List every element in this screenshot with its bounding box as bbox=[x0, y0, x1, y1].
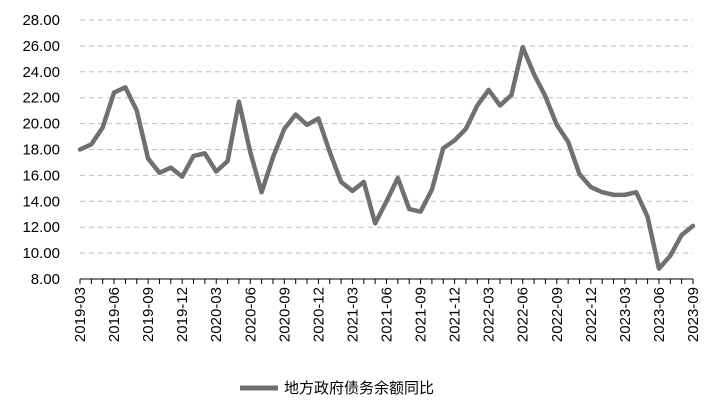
y-tick-label-3: 14.00 bbox=[22, 193, 60, 210]
x-tick-label-2021-12: 2021-12 bbox=[447, 287, 464, 342]
x-tick-label-2023-03: 2023-03 bbox=[617, 287, 634, 342]
x-tick-label-2020-03: 2020-03 bbox=[208, 287, 225, 342]
x-tick-label-2021-09: 2021-09 bbox=[413, 287, 430, 342]
legend-label-0: 地方政府债务余额同比 bbox=[284, 379, 434, 397]
x-axis-tick-labels: 2019-03 2019-06 2019-09 2019-12 2020-03 2020-… bbox=[72, 287, 702, 342]
y-tick-label-5: 18.00 bbox=[22, 142, 60, 159]
y-axis-tick-labels: 8.00 10.00 12.00 14.00 16.00 18.00 20.00 22.00 2… bbox=[22, 12, 60, 288]
y-tick-label-2: 12.00 bbox=[22, 219, 60, 236]
gridlines bbox=[80, 19, 693, 254]
x-tick-label-2023-06: 2023-06 bbox=[651, 287, 668, 342]
x-axis bbox=[79, 278, 694, 284]
x-tick-label-2023-09: 2023-09 bbox=[685, 287, 702, 342]
y-tick-label-0: 8.00 bbox=[31, 271, 60, 288]
x-tick-label-2022-03: 2022-03 bbox=[481, 287, 498, 342]
x-tick-label-2021-06: 2021-06 bbox=[379, 287, 396, 342]
x-tick-label-2021-03: 2021-03 bbox=[344, 287, 361, 342]
x-tick-label-2019-09: 2019-09 bbox=[140, 287, 157, 342]
x-tick-label-2019-06: 2019-06 bbox=[106, 287, 123, 342]
y-tick-label-6: 20.00 bbox=[22, 116, 60, 133]
y-tick-label-7: 22.00 bbox=[22, 90, 60, 107]
y-tick-label-1: 10.00 bbox=[22, 245, 60, 262]
x-tick-label-2022-09: 2022-09 bbox=[549, 287, 566, 342]
y-tick-label-9: 26.00 bbox=[22, 38, 60, 55]
legend: 地方政府债务余额同比 bbox=[240, 379, 434, 397]
series-line-0 bbox=[77, 44, 696, 271]
x-tick-label-2020-09: 2020-09 bbox=[276, 287, 293, 342]
x-tick-label-2020-12: 2020-12 bbox=[310, 287, 327, 342]
x-tick-label-2022-12: 2022-12 bbox=[583, 287, 600, 342]
y-tick-label-10: 28.00 bbox=[22, 12, 60, 29]
y-tick-label-8: 24.00 bbox=[22, 64, 60, 81]
x-tick-label-2022-06: 2022-06 bbox=[515, 287, 532, 342]
series-lines bbox=[77, 44, 696, 271]
x-tick-label-2020-06: 2020-06 bbox=[242, 287, 259, 342]
y-tick-label-4: 16.00 bbox=[22, 167, 60, 184]
x-tick-label-2019-12: 2019-12 bbox=[174, 287, 191, 342]
x-tick-label-2019-03: 2019-03 bbox=[72, 287, 89, 342]
